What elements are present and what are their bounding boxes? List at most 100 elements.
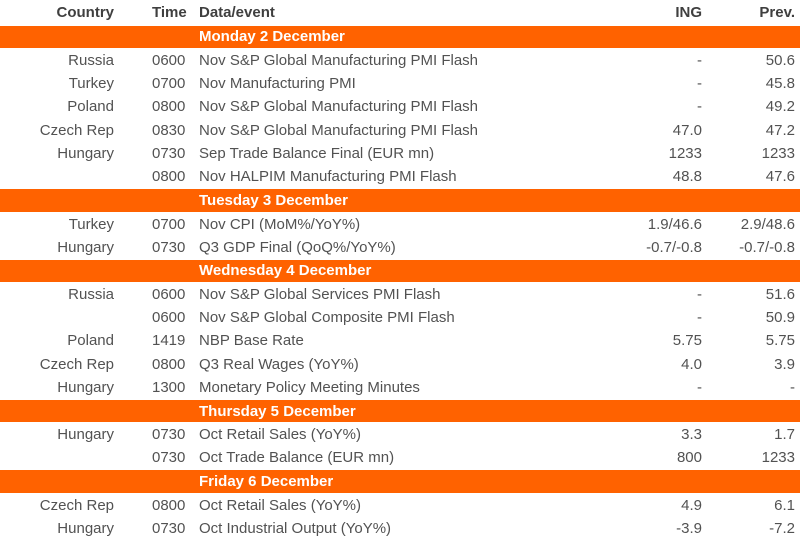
ing-cell: 3.3 — [681, 426, 702, 444]
section-row: Friday 6 December — [0, 469, 800, 494]
country-cell — [0, 446, 150, 469]
ing-cell: -0.7/-0.8 — [646, 238, 702, 256]
event-row: Poland 1419 NBP Base Rate 5.75 5.75 — [0, 329, 800, 352]
section-row: Monday 2 December — [0, 24, 800, 49]
event-row: Hungary 0730 Oct Industrial Output (YoY%) -… — [0, 517, 800, 540]
time-cell: 0800 — [152, 98, 186, 116]
prev-cell: 6.1 — [774, 496, 795, 514]
column-header-event: Data/event — [199, 3, 275, 21]
column-header-time: Time — [152, 3, 187, 21]
event-cell: Nov S&P Global Manufacturing PMI Flash — [199, 98, 479, 116]
ing-cell: - — [697, 51, 702, 69]
country-cell: Poland — [67, 98, 114, 116]
ing-cell: - — [697, 379, 702, 397]
country-cell: Hungary — [57, 519, 114, 537]
event-row: Hungary 1300 Monetary Policy Meeting Minut… — [0, 376, 800, 399]
event-row: Hungary 0730 Oct Retail Sales (YoY%) 3.3 1.7 — [0, 423, 800, 446]
ing-cell: 47.0 — [672, 121, 702, 139]
event-cell: Nov S&P Global Composite PMI Flash — [199, 309, 455, 327]
section-row: Wednesday 4 December — [0, 258, 800, 283]
time-cell: 0830 — [152, 121, 186, 139]
country-cell: Russia — [68, 51, 114, 69]
ing-cell: - — [697, 285, 702, 303]
column-header-ing: ING — [675, 3, 702, 21]
time-cell: 0730 — [152, 238, 186, 256]
event-row: Hungary 0730 Q3 GDP Final (QoQ%/YoY%) -0.7/… — [0, 236, 800, 259]
country-cell: Turkey — [68, 75, 114, 93]
event-row: Czech Rep 0800 Q3 Real Wages (YoY%) 4.0 3.9 — [0, 353, 800, 376]
prev-cell: 47.6 — [765, 168, 795, 186]
time-cell: 1419 — [152, 332, 186, 350]
column-header-country: Country — [56, 3, 115, 21]
event-cell: Nov S&P Global Manufacturing PMI Flash — [199, 121, 479, 139]
event-row: Czech Rep 0800 Oct Retail Sales (YoY%) 4.9 6… — [0, 493, 800, 516]
event-cell: Oct Retail Sales (YoY%) — [199, 496, 362, 514]
time-cell: 0600 — [152, 51, 186, 69]
prev-cell: 47.2 — [765, 121, 795, 139]
event-cell: Q3 Real Wages (YoY%) — [199, 355, 359, 373]
ing-cell: 4.0 — [681, 355, 702, 373]
time-cell: 0600 — [152, 309, 186, 327]
prev-cell: 45.8 — [765, 75, 795, 93]
ing-cell: 800 — [676, 449, 702, 467]
country-cell: Czech Rep — [39, 355, 114, 373]
event-row: Poland 0800 Nov S&P Global Manufacturing P… — [0, 95, 800, 118]
country-cell: Hungary — [57, 145, 114, 163]
ing-cell: -3.9 — [676, 519, 702, 537]
event-row: 0730 Oct Trade Balance (EUR mn) 800 1233 — [0, 446, 800, 469]
country-cell: Turkey — [68, 215, 114, 233]
event-cell: Oct Trade Balance (EUR mn) — [199, 449, 395, 467]
event-cell: Nov S&P Global Manufacturing PMI Flash — [199, 51, 479, 69]
ing-cell: 4.9 — [681, 496, 702, 514]
prev-cell: 50.6 — [765, 51, 795, 69]
ing-cell: - — [697, 309, 702, 327]
event-row: 0600 Nov S&P Global Composite PMI Flash - 5… — [0, 306, 800, 329]
prev-cell: 50.9 — [765, 309, 795, 327]
event-cell: Oct Retail Sales (YoY%) — [199, 426, 362, 444]
prev-cell: 51.6 — [765, 285, 795, 303]
section-title: Friday 6 December — [0, 469, 800, 494]
event-cell: Q3 GDP Final (QoQ%/YoY%) — [199, 238, 396, 256]
event-row: Czech Rep 0830 Nov S&P Global Manufacturin… — [0, 119, 800, 142]
event-cell: Oct Industrial Output (YoY%) — [199, 519, 392, 537]
event-cell: Sep Trade Balance Final (EUR mn) — [199, 145, 435, 163]
ing-cell: 1.9/46.6 — [647, 215, 702, 233]
column-header-prev: Prev. — [759, 3, 795, 21]
event-cell: Monetary Policy Meeting Minutes — [199, 379, 420, 397]
time-cell: 0730 — [152, 519, 186, 537]
prev-cell: 1233 — [761, 145, 795, 163]
time-cell: 1300 — [152, 379, 186, 397]
event-cell: Nov CPI (MoM%/YoY%) — [199, 215, 361, 233]
country-cell: Hungary — [57, 379, 114, 397]
event-cell: Nov Manufacturing PMI — [199, 75, 356, 93]
country-cell — [0, 165, 150, 188]
section-title: Tuesday 3 December — [0, 188, 800, 213]
country-cell: Russia — [68, 285, 114, 303]
prev-cell: - — [790, 379, 795, 397]
ing-cell: 48.8 — [672, 168, 702, 186]
prev-cell: -7.2 — [769, 519, 795, 537]
prev-cell: 49.2 — [765, 98, 795, 116]
ing-cell: - — [697, 98, 702, 116]
time-cell: 0800 — [152, 168, 186, 186]
prev-cell: 1233 — [761, 449, 795, 467]
time-cell: 0730 — [152, 449, 186, 467]
time-cell: 0600 — [152, 285, 186, 303]
country-cell: Hungary — [57, 426, 114, 444]
time-cell: 0800 — [152, 496, 186, 514]
prev-cell: 5.75 — [765, 332, 795, 350]
prev-cell: 3.9 — [774, 355, 795, 373]
section-title: Thursday 5 December — [0, 398, 800, 424]
time-cell: 0700 — [152, 75, 186, 93]
prev-cell: 1.7 — [774, 426, 795, 444]
header-row: Country Time Data/event ING Prev. — [0, 0, 800, 25]
section-row: Tuesday 3 December — [0, 188, 800, 213]
time-cell: 0800 — [152, 355, 186, 373]
prev-cell: 2.9/48.6 — [740, 215, 795, 233]
prev-cell: -0.7/-0.8 — [739, 238, 795, 256]
country-cell — [0, 306, 150, 329]
event-cell: Nov S&P Global Services PMI Flash — [199, 285, 441, 303]
section-title: Wednesday 4 December — [0, 258, 800, 283]
event-row: Turkey 0700 Nov CPI (MoM%/YoY%) 1.9/46.6 2.9… — [0, 212, 800, 235]
